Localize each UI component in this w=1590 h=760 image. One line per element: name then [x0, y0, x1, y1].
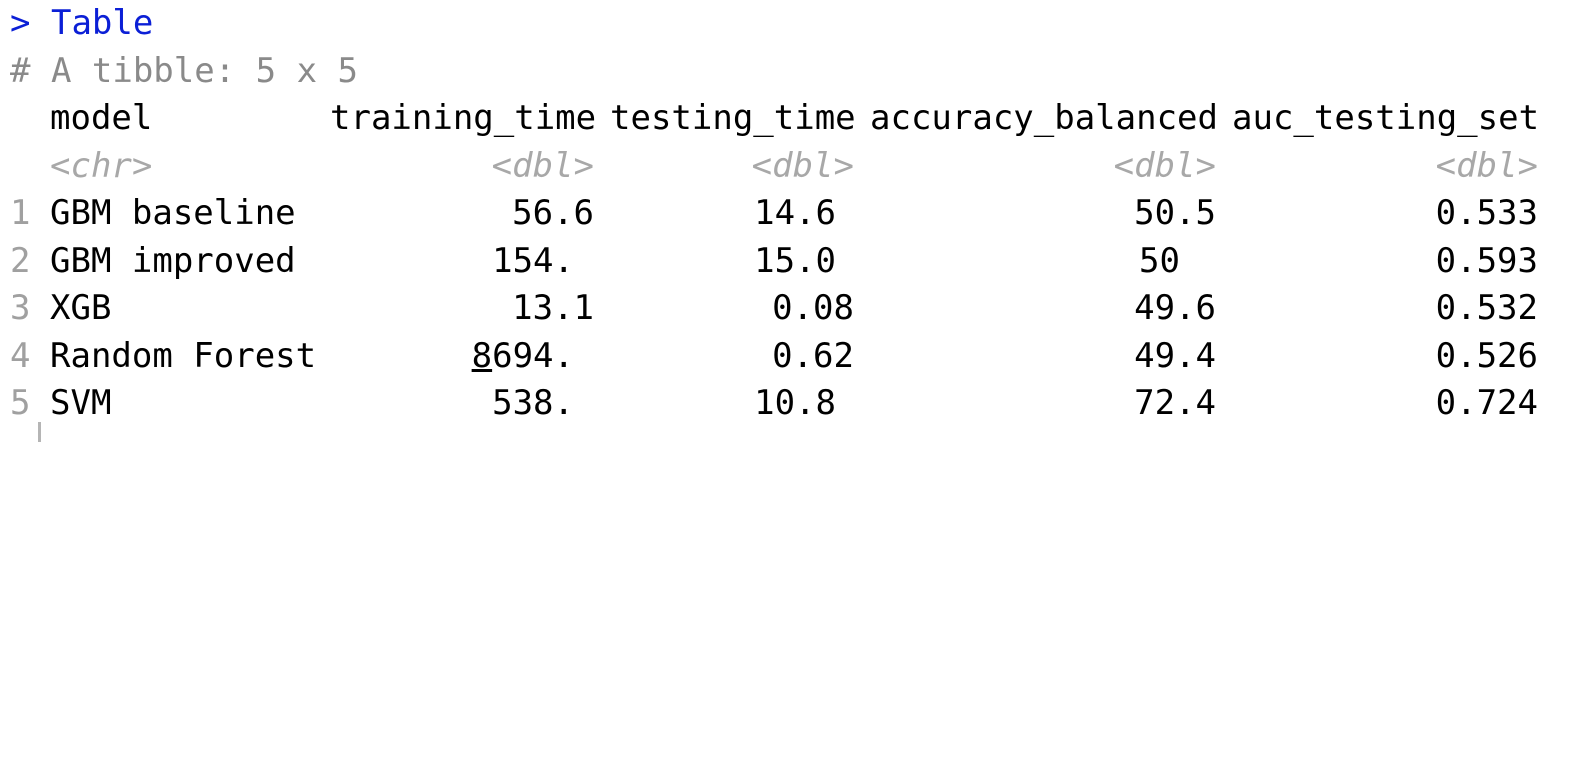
cell-testing-time: 0.08 — [772, 288, 854, 328]
cell-testing-time: 10.8 — [754, 383, 836, 423]
column-header-row: model training_time testing_time accurac… — [10, 95, 1580, 143]
column-header-testing-time: testing_time — [610, 98, 856, 138]
column-type-accuracy-balanced: <dbl> — [1113, 145, 1216, 186]
cell-testing-time: 0.62 — [772, 335, 854, 376]
row-index: 4 — [10, 335, 31, 376]
cell-testing-time: 14.6 — [754, 193, 836, 233]
cell-auc-testing-set: 0.593 — [1435, 240, 1538, 281]
prompt-symbol: > — [10, 3, 31, 43]
column-type-auc-testing-set: <dbl> — [1435, 145, 1538, 186]
cell-model: Random Forest — [50, 335, 317, 376]
table-row: 2 GBM improved 154. 15.0 50 0.593 — [10, 238, 1580, 286]
cell-accuracy-balanced: 72.4 — [1134, 383, 1216, 423]
column-type-testing-time: <dbl> — [751, 145, 854, 186]
row-index: 3 — [10, 288, 31, 328]
text-cursor[interactable] — [38, 422, 41, 442]
cell-training-time: 8694. — [330, 333, 574, 381]
column-type-model: <chr> — [50, 145, 153, 186]
cell-auc-testing-set: 0.724 — [1435, 383, 1538, 423]
row-index: 1 — [10, 193, 31, 233]
cell-auc-testing-set: 0.532 — [1435, 288, 1538, 328]
row-index: 5 — [10, 383, 31, 423]
cell-accuracy-balanced: 50.5 — [1134, 193, 1216, 233]
cell-training-time: 13.1 — [512, 288, 594, 328]
row-index: 2 — [10, 240, 31, 281]
column-type-row: <chr> <dbl> <dbl> <dbl> <dbl> — [10, 143, 1580, 191]
column-header-model: model — [50, 98, 153, 138]
table-row: 5 SVM 538. 10.8 72.4 0.724 — [10, 380, 1580, 428]
cell-model: GBM baseline — [50, 193, 296, 233]
cell-model: SVM — [50, 383, 112, 423]
column-type-training-time: <dbl> — [491, 145, 594, 186]
table-row: 1 GBM baseline 56.6 14.6 50.5 0.533 — [10, 190, 1580, 238]
column-header-accuracy-balanced: accuracy_balanced — [870, 98, 1218, 138]
cell-accuracy-balanced: 49.4 — [1134, 335, 1216, 376]
cell-auc-testing-set: 0.526 — [1435, 335, 1538, 376]
cell-training-time: 538. — [492, 383, 574, 423]
cell-testing-time: 15.0 — [754, 240, 836, 281]
thousands-digit-marker: 8 — [471, 335, 493, 376]
cell-accuracy-balanced: 49.6 — [1134, 288, 1216, 328]
column-header-auc-testing-set: auc_testing_set — [1232, 98, 1540, 138]
training-time-rest: 694. — [492, 335, 574, 376]
cell-model: GBM improved — [50, 240, 296, 281]
command-text: Table — [50, 3, 154, 43]
table-row: 4 Random Forest 8694. 0.62 49.4 0.526 — [10, 333, 1580, 381]
cell-model: XGB — [50, 288, 112, 328]
r-console-output: > Table # A tibble: 5 x 5 model training… — [10, 0, 1580, 428]
command-line: > Table — [10, 0, 1580, 48]
cell-accuracy-balanced: 50 — [1139, 240, 1180, 281]
tibble-comment: # A tibble: 5 x 5 — [10, 50, 358, 91]
table-row: 3 XGB 13.1 0.08 49.6 0.532 — [10, 285, 1580, 333]
cell-training-time: 154. — [492, 240, 574, 281]
cell-auc-testing-set: 0.533 — [1435, 193, 1538, 233]
cell-training-time: 56.6 — [512, 193, 594, 233]
column-header-training-time: training_time — [330, 98, 597, 138]
